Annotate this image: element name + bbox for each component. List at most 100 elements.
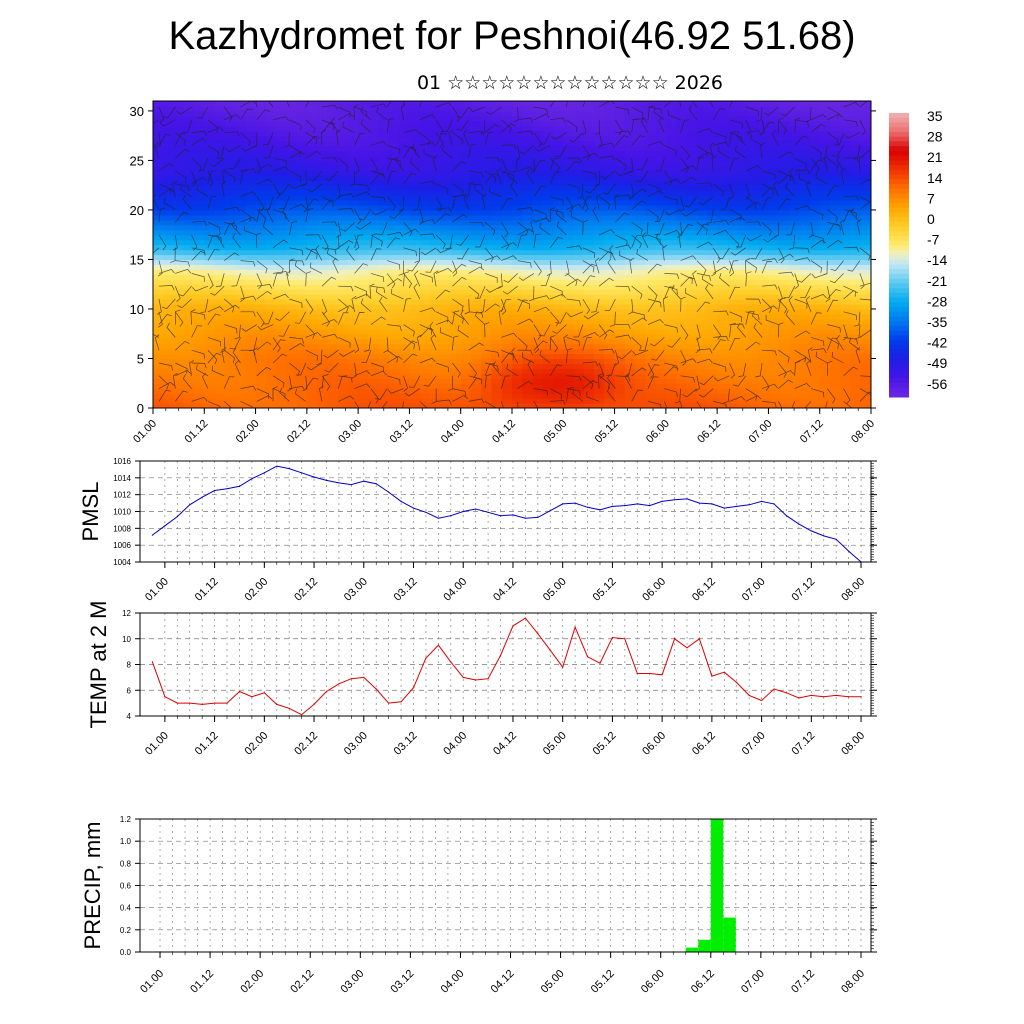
heatmap-cell xyxy=(204,140,216,147)
heatmap-cell xyxy=(758,209,770,216)
wind-barb xyxy=(500,375,511,389)
wind-barb xyxy=(229,337,241,350)
heatmap-cell xyxy=(522,200,534,206)
heatmap-cell xyxy=(809,224,821,231)
heatmap-cell xyxy=(829,110,841,117)
heatmap-cell xyxy=(399,204,411,211)
heatmap-cell xyxy=(368,165,380,171)
heatmap-cell xyxy=(194,200,205,206)
wind-barb xyxy=(517,234,527,248)
heatmap-cell xyxy=(173,328,185,335)
heatmap-cell xyxy=(378,328,390,335)
heatmap-cell xyxy=(224,229,236,236)
heatmap-cell xyxy=(347,175,359,181)
heatmap-cell xyxy=(296,165,308,171)
wind-barb xyxy=(354,183,369,191)
wind-barb xyxy=(289,151,305,159)
heatmap-cell xyxy=(388,224,400,231)
heatmap-cell xyxy=(255,259,267,265)
heatmap-cell xyxy=(286,214,298,221)
heatmap-cell xyxy=(296,328,308,335)
heatmap-cell xyxy=(563,209,575,216)
heatmap-cell xyxy=(450,209,462,216)
heatmap-cell xyxy=(491,353,503,360)
heatmap-cell xyxy=(419,249,431,256)
heatmap-cell xyxy=(204,368,216,374)
wind-barb xyxy=(191,137,207,146)
heatmap-cell xyxy=(686,190,698,196)
heatmap-cell xyxy=(296,110,308,117)
heatmap-cell xyxy=(173,294,185,300)
wind-barb xyxy=(379,296,388,313)
heatmap-cell xyxy=(522,125,534,132)
heatmap-cell xyxy=(737,284,749,290)
heatmap-cell xyxy=(460,105,472,112)
wind-barb xyxy=(500,298,507,315)
heatmap-cell xyxy=(799,388,811,394)
heatmap-cell xyxy=(727,328,739,335)
heatmap-cell xyxy=(778,289,790,295)
heatmap-cell xyxy=(276,200,287,206)
wind-barb xyxy=(484,221,496,236)
heatmap-cell xyxy=(696,259,708,265)
heatmap-cell xyxy=(368,403,380,408)
heatmap-cell xyxy=(819,304,831,310)
heatmap-cell xyxy=(747,264,759,270)
heatmap-cell xyxy=(829,299,841,305)
heatmap-cell xyxy=(604,313,616,320)
heatmap-cell xyxy=(758,259,770,265)
heatmap-cell xyxy=(163,279,175,285)
heatmap-cell xyxy=(788,333,800,340)
heatmap-cell xyxy=(235,398,246,404)
heatmap-cell xyxy=(512,101,523,107)
heatmap-cell xyxy=(635,110,646,117)
heatmap-cell xyxy=(347,150,359,157)
heatmap-cell xyxy=(460,234,472,241)
heatmap-cell xyxy=(594,343,605,350)
heatmap-cell xyxy=(573,239,585,246)
heatmap-cell xyxy=(573,229,585,236)
heatmap-cell xyxy=(481,170,493,176)
heatmap-cell xyxy=(676,190,687,196)
heatmap-cell xyxy=(635,175,646,181)
heatmap-cell xyxy=(522,304,534,310)
heatmap-cell xyxy=(665,343,677,350)
heatmap-cell xyxy=(512,333,523,340)
heatmap-cell xyxy=(665,204,677,211)
heatmap-cell xyxy=(255,398,267,404)
heatmap-cell xyxy=(183,101,195,107)
heatmap-cell xyxy=(265,358,277,365)
heatmap-cell xyxy=(614,294,626,300)
wind-barb xyxy=(533,388,549,396)
heatmap-cell xyxy=(245,274,257,280)
wind-barb xyxy=(403,337,415,350)
heatmap-cell xyxy=(624,110,636,117)
heatmap-cell xyxy=(224,140,236,147)
wind-barb xyxy=(452,183,464,196)
wind-barb xyxy=(377,222,388,235)
heatmap-cell xyxy=(317,328,328,335)
heatmap-cell xyxy=(429,229,441,236)
heatmap-cell xyxy=(347,378,359,384)
heatmap-cell xyxy=(163,101,175,107)
heatmap-cell xyxy=(409,165,421,171)
heatmap-cell xyxy=(778,180,790,186)
heatmap-cell xyxy=(388,120,400,127)
heatmap-cell xyxy=(799,219,811,226)
heatmap-cell xyxy=(737,393,749,399)
heatmap-cell xyxy=(183,214,195,221)
wind-barb xyxy=(414,270,421,287)
wind-barb xyxy=(440,327,453,338)
heatmap-cell xyxy=(491,105,503,112)
heatmap-cell xyxy=(491,378,503,384)
heatmap-cell xyxy=(235,318,246,325)
heatmap-cell xyxy=(706,110,718,117)
heatmap-cell xyxy=(286,180,298,186)
heatmap-cell xyxy=(368,125,380,132)
wind-barb xyxy=(452,260,458,277)
heatmap-cell xyxy=(532,269,544,275)
heatmap-cell xyxy=(645,308,657,315)
wind-barb xyxy=(223,298,235,313)
heatmap-cell xyxy=(286,299,298,305)
heatmap-cell xyxy=(440,274,452,280)
